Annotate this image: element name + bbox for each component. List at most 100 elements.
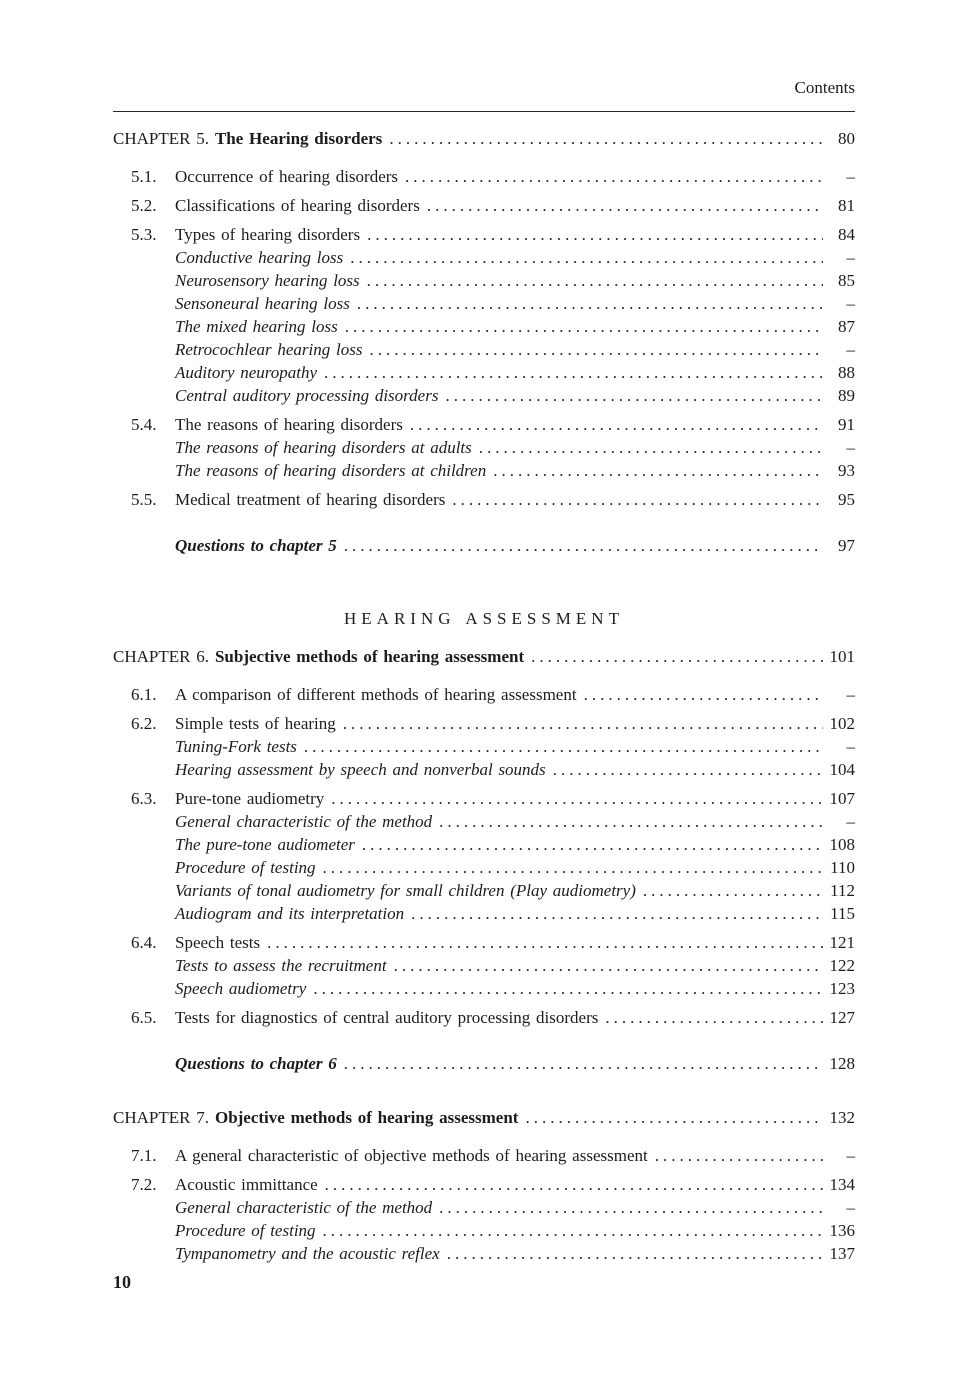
toc-entry-title: Objective methods of hearing assessment: [214, 1108, 519, 1127]
dot-leader: [410, 413, 823, 436]
toc-entry-title: Speech audiometry: [175, 979, 307, 998]
dot-leader: [362, 833, 823, 856]
toc-page-number: –: [846, 1198, 856, 1217]
toc-row: 6.5. Tests for diagnostics of central au…: [113, 1006, 855, 1029]
footer-page-number: 10: [113, 1272, 131, 1292]
toc-page-number: 87: [838, 317, 855, 336]
dot-leader: [369, 338, 823, 361]
toc-row: The pure-tone audiometer 108: [113, 833, 855, 856]
toc-page-number: 134: [829, 1175, 856, 1194]
toc-row: CHAPTER 7. Objective methods of hearing …: [113, 1106, 855, 1129]
toc-row: Procedure of testing 110: [113, 856, 855, 879]
toc-page-number: 122: [829, 956, 856, 975]
toc-page-number: 136: [829, 1221, 856, 1240]
toc-row: Neurosensory hearing loss 85: [113, 269, 855, 292]
toc-list: CHAPTER 5. The Hearing disorders 80 5.1.…: [113, 127, 855, 1265]
toc-row: The reasons of hearing disorders at chil…: [113, 459, 855, 482]
toc-entry-title: Hearing assessment by speech and nonverb…: [175, 760, 546, 779]
toc-page-number: 102: [829, 714, 856, 733]
toc-row: General characteristic of the method –: [113, 810, 855, 833]
toc-entry-title: The reasons of hearing disorders: [175, 415, 403, 434]
toc-row: Procedure of testing 136: [113, 1219, 855, 1242]
toc-page-number: 121: [829, 933, 856, 952]
toc-row: 5.3. Types of hearing disorders 84: [113, 223, 855, 246]
toc-page-number: 115: [830, 904, 855, 923]
toc-entry-title: The pure-tone audiometer: [175, 835, 355, 854]
dot-leader: [439, 810, 823, 833]
toc-entry-title: Sensoneural hearing loss: [175, 294, 350, 313]
toc-entry-title: Variants of tonal audiometry for small c…: [175, 881, 636, 900]
toc-row: Sensoneural hearing loss –: [113, 292, 855, 315]
toc-entry-title: The reasons of hearing disorders at adul…: [175, 438, 472, 457]
toc-entry-title: Classifications of hearing disorders: [175, 196, 420, 215]
toc-entry-number: 7.2.: [131, 1175, 157, 1194]
dot-leader: [584, 683, 823, 706]
toc-page-number: 137: [829, 1244, 856, 1263]
toc-page-number: –: [846, 812, 856, 831]
toc-entry-title: Questions to chapter 5: [175, 536, 337, 555]
toc-row: Variants of tonal audiometry for small c…: [113, 879, 855, 902]
toc-row: 5.5. Medical treatment of hearing disord…: [113, 488, 855, 511]
toc-entry-title: Occurrence of hearing disorders: [175, 167, 399, 186]
toc-entry-number: 5.3.: [131, 225, 157, 244]
toc-entry-title: Procedure of testing: [175, 858, 316, 877]
toc-entry-title: Tests for diagnostics of central auditor…: [175, 1008, 599, 1027]
header-rule: [113, 111, 855, 112]
toc-page-number: 95: [838, 490, 855, 509]
toc-page-number: 107: [829, 789, 856, 808]
toc-row: General characteristic of the method –: [113, 1196, 855, 1219]
toc-entry-number: 6.4.: [131, 933, 157, 952]
dot-leader: [447, 1242, 823, 1265]
toc-entry-title: Auditory neuropathy: [175, 363, 318, 382]
dot-leader: [553, 758, 823, 781]
toc-page-number: 104: [829, 760, 856, 779]
dot-leader: [350, 246, 823, 269]
toc-entry-number: 6.1.: [131, 685, 157, 704]
toc-entry-number: 6.5.: [131, 1008, 157, 1027]
toc-page-number: 110: [830, 858, 855, 877]
contents-label: Contents: [794, 78, 855, 97]
dot-leader: [331, 787, 823, 810]
toc-entry-title: Tests to assess the recruitment: [175, 956, 387, 975]
toc-row: Hearing assessment by speech and nonverb…: [113, 758, 855, 781]
dot-leader: [439, 1196, 823, 1219]
dot-leader: [324, 361, 823, 384]
dot-leader: [643, 879, 823, 902]
toc-row: Audiogram and its interpretation 115: [113, 902, 855, 925]
toc-page-number: 101: [829, 647, 856, 666]
toc-entry-title: A comparison of different methods of hea…: [175, 685, 577, 704]
toc-entry-title: The Hearing disorders: [214, 129, 383, 148]
toc-page-number: –: [846, 737, 856, 756]
toc-row: 5.1. Occurrence of hearing disorders –: [113, 165, 855, 188]
toc-entry-title: Medical treatment of hearing disorders: [175, 490, 446, 509]
toc-entry-title: The reasons of hearing disorders at chil…: [175, 461, 487, 480]
dot-leader: [304, 735, 823, 758]
dot-leader: [313, 977, 823, 1000]
toc-row: Central auditory processing disorders 89: [113, 384, 855, 407]
toc-page-number: –: [846, 1146, 856, 1165]
toc-page-number: 128: [829, 1054, 856, 1073]
dot-leader: [525, 1106, 823, 1129]
toc-row: 5.2. Classifications of hearing disorder…: [113, 194, 855, 217]
toc-entry-title: Tuning-Fork tests: [175, 737, 297, 756]
toc-page-number: 97: [838, 536, 855, 555]
toc-page-number: 112: [830, 881, 855, 900]
toc-row: CHAPTER 6. Subjective methods of hearing…: [113, 645, 855, 668]
toc-entry-title: Subjective methods of hearing assessment: [214, 647, 525, 666]
toc-entry-title: The mixed hearing loss: [175, 317, 338, 336]
toc-page-number: –: [846, 248, 856, 267]
toc-page-number: 108: [829, 835, 856, 854]
dot-leader: [427, 194, 823, 217]
toc-entry-number: 5.1.: [131, 167, 157, 186]
toc-entry-title: Neurosensory hearing loss: [175, 271, 360, 290]
toc-page-number: –: [846, 685, 856, 704]
dot-leader: [367, 269, 823, 292]
toc-page-number: 88: [838, 363, 855, 382]
toc-row: HEARING ASSESSMENT: [113, 607, 855, 630]
dot-leader: [367, 223, 823, 246]
toc-page-number: 89: [838, 386, 855, 405]
toc-row: CHAPTER 5. The Hearing disorders 80: [113, 127, 855, 150]
toc-row: Questions to chapter 5 97: [113, 534, 855, 557]
toc-page-number: –: [846, 294, 856, 313]
